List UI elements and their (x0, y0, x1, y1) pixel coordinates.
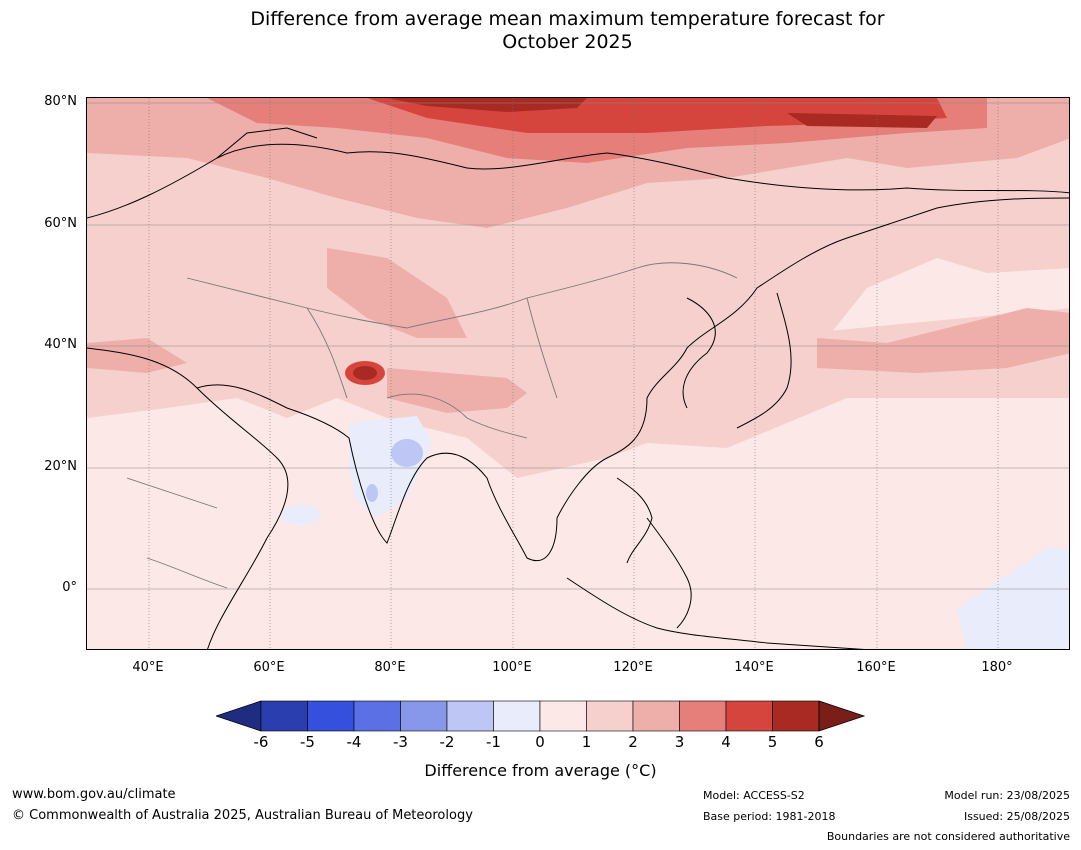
colorbar-svg (214, 700, 866, 732)
colorbar-segment (353, 700, 401, 732)
colorbar-label: Difference from average (°C) (424, 761, 657, 780)
base-period-text: Base period: 1981-2018 (703, 810, 836, 823)
colorbar-segment (772, 700, 820, 732)
lon-label-100e: 100°E (492, 660, 532, 675)
lon-label-180: 180° (981, 660, 1013, 675)
lon-label-40e: 40°E (132, 660, 164, 675)
colorbar-tick-label: -1 (486, 733, 501, 751)
colorbar-tick-label: 1 (581, 733, 592, 751)
hotspot-inner (353, 366, 377, 380)
colorbar-segment (493, 700, 541, 732)
colorbar-tick-label: -5 (300, 733, 315, 751)
lat-label-20n: 20°N (44, 459, 77, 474)
anomaly-neg-india-core (391, 439, 423, 467)
colorbar (214, 700, 866, 732)
lat-label-80n: 80°N (44, 94, 77, 109)
colorbar-segment (725, 700, 773, 732)
anomaly-neg-india-south (366, 484, 378, 502)
country-borders (126, 262, 738, 589)
lon-label-160e: 160°E (856, 660, 896, 675)
anomaly-neg-pacific (957, 548, 1069, 649)
lat-label-40n: 40°N (44, 337, 77, 352)
colorbar-tick-label: -4 (346, 733, 362, 751)
map-svg (87, 98, 1069, 649)
website-link[interactable]: www.bom.gov.au/climate (12, 787, 176, 802)
colorbar-segment (260, 700, 308, 732)
colorbar-tick-label: -2 (439, 733, 455, 751)
chart-title: Difference from average mean maximum tem… (0, 8, 1081, 54)
anomaly-zone-2-3-pacific (817, 308, 1069, 373)
colorbar-tick-label: 0 (535, 733, 545, 751)
colorbar-tick-label: -3 (393, 733, 408, 751)
colorbar-segment (539, 700, 587, 732)
disclaimer-text: Boundaries are not considered authoritat… (826, 830, 1070, 843)
anomaly-zone-2-3-tibet (387, 368, 527, 413)
colorbar-tick-label: 2 (628, 733, 638, 751)
lon-label-80e: 80°E (374, 660, 406, 675)
colorbar-segment (307, 700, 355, 732)
colorbar-segment (632, 700, 680, 732)
title-line-1: Difference from average mean maximum tem… (250, 8, 885, 30)
colorbar-tick-label: 3 (674, 733, 685, 751)
colorbar-ticks: -6 -5 -4 -3 -2 -1 0 1 2 3 4 5 6 (0, 733, 1081, 753)
colorbar-segment (679, 700, 727, 732)
lat-label-0: 0° (62, 580, 77, 595)
colorbar-segment (400, 700, 448, 732)
title-line-2: October 2025 (502, 31, 633, 53)
colorbar-segment (586, 700, 634, 732)
latitude-gridlines (87, 102, 1069, 590)
forecast-map[interactable] (86, 97, 1070, 650)
anomaly-zone-2-3-central-asia (327, 248, 467, 338)
colorbar-segment (446, 700, 494, 732)
coastlines (87, 127, 1069, 649)
colorbar-arrow-low (214, 700, 262, 732)
lon-label-120e: 120°E (613, 660, 653, 675)
anomaly-zone-5-6-b (787, 113, 937, 128)
colorbar-arrow-high (818, 700, 866, 732)
colorbar-tick-label: 4 (721, 733, 731, 751)
anomaly-zone-5-6-a (387, 98, 587, 112)
issued-text: Issued: 25/08/2025 (963, 810, 1070, 823)
longitude-gridlines (148, 98, 999, 649)
lon-label-60e: 60°E (253, 660, 285, 675)
lat-label-60n: 60°N (44, 216, 77, 231)
lon-label-140e: 140°E (734, 660, 774, 675)
copyright-text: © Commonwealth of Australia 2025, Austra… (12, 808, 473, 823)
model-text: Model: ACCESS-S2 (703, 789, 805, 802)
anomaly-neg-arabian-sea (281, 505, 321, 525)
colorbar-tick-label: 5 (767, 733, 778, 751)
colorbar-tick-label: 6 (814, 733, 824, 751)
model-run-text: Model run: 23/08/2025 (944, 789, 1070, 802)
colorbar-tick-label: -6 (253, 733, 269, 751)
